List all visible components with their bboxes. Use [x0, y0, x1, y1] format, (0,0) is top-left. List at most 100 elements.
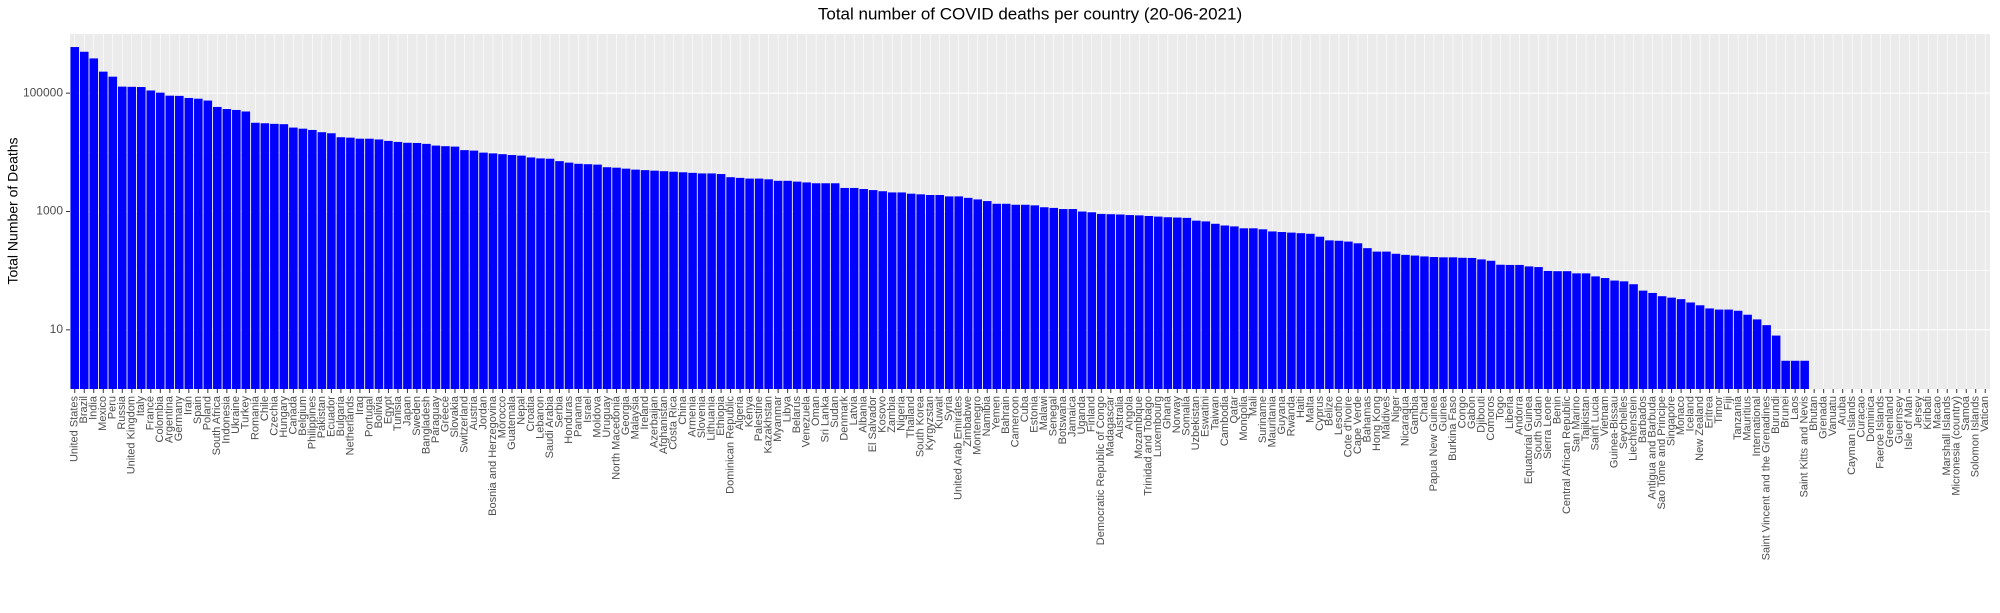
bar: [1676, 299, 1686, 389]
bar: [232, 109, 241, 390]
x-tick-label: Ghana: [1162, 395, 1174, 429]
x-tick-label: Djibouti: [1475, 396, 1487, 433]
x-tick-label: Hungary: [278, 396, 290, 438]
x-tick-label: Sierra Leone: [1542, 396, 1554, 459]
bar: [1562, 271, 1572, 389]
bar: [982, 201, 992, 389]
bar: [1030, 205, 1040, 389]
x-tick-label: Yemen: [991, 396, 1003, 430]
x-tick-label: Chad: [1418, 396, 1430, 422]
x-tick-label: Cameroon: [1010, 396, 1022, 447]
bar: [89, 58, 99, 389]
x-tick-label: Azerbaijan: [648, 396, 660, 448]
bar: [631, 169, 640, 389]
x-tick-label: Rwanda: [1285, 395, 1297, 436]
bar: [289, 127, 298, 390]
x-tick-label: Central African Republic: [1561, 396, 1573, 515]
x-tick-label: Niger: [1390, 396, 1402, 423]
x-tick-label: Haiti: [1295, 396, 1307, 418]
x-tick-label: Belize: [1323, 396, 1335, 426]
bar: [897, 192, 906, 389]
x-tick-label: Vietnam: [1599, 396, 1611, 436]
x-tick-label: Kiribati: [1922, 396, 1934, 430]
bar: [137, 87, 146, 389]
x-tick-label: Morocco: [496, 396, 508, 438]
x-tick-label: Lithuania: [705, 395, 717, 441]
bar: [441, 146, 450, 389]
bar: [469, 150, 479, 389]
bar: [1505, 264, 1515, 389]
x-tick-label: Botswana: [1057, 395, 1069, 444]
bar: [1610, 280, 1619, 389]
bar: [1306, 233, 1315, 389]
bar: [203, 100, 213, 390]
x-tick-label: Austria: [468, 395, 480, 430]
x-tick-label: Cyprus: [1314, 396, 1326, 431]
x-tick-label: Iraq: [354, 396, 366, 415]
bar: [954, 196, 963, 389]
x-tick-label: North Macedonia: [610, 395, 622, 480]
x-tick-label: Cote d'Ivoire: [1342, 396, 1354, 457]
x-tick-label: Venezuela: [801, 395, 813, 447]
x-tick-label: Dominican Republic: [725, 396, 737, 494]
bar: [1515, 264, 1524, 389]
bar: [583, 164, 593, 389]
x-tick-label: Belgium: [297, 396, 309, 436]
x-tick-label: Bangladesh: [420, 396, 432, 454]
bar: [726, 177, 735, 389]
x-tick-label: South Korea: [915, 395, 927, 457]
x-tick-label: Zimbabwe: [962, 396, 974, 447]
x-tick-label: Mali: [1247, 396, 1259, 416]
x-tick-label: Qatar: [1228, 396, 1240, 424]
bar: [70, 47, 80, 390]
x-tick-label: Vatican: [1979, 396, 1991, 432]
x-tick-label: Croatia: [525, 395, 537, 431]
x-tick-label: Belarus: [791, 396, 803, 434]
x-tick-label: Honduras: [563, 396, 575, 444]
bar: [830, 183, 840, 389]
x-tick-label: Aruba: [1837, 395, 1849, 425]
x-tick-label: Somalia: [1181, 395, 1193, 436]
x-tick-label: Guinea: [1437, 395, 1449, 431]
x-tick-label: Syria: [943, 395, 955, 421]
bar: [1553, 271, 1562, 389]
x-tick-label: International: [1751, 396, 1763, 457]
bar: [1334, 240, 1344, 389]
bar: [1467, 257, 1477, 389]
x-tick-label: Angola: [1124, 395, 1136, 430]
x-tick-label: San Marino: [1570, 396, 1582, 452]
x-tick-label: Zambia: [886, 395, 898, 433]
x-tick-label: Nicaragua: [1399, 395, 1411, 446]
x-tick-label: Serbia: [553, 395, 565, 428]
x-tick-label: Jamaica: [1067, 395, 1079, 437]
x-tick-label: Lebanon: [534, 396, 546, 439]
bar: [507, 155, 517, 389]
x-tick-label: Guernsey: [1894, 396, 1906, 444]
x-tick-label: Lesotho: [1333, 396, 1345, 435]
x-tick-label: Romania: [249, 395, 261, 440]
bar: [992, 203, 1002, 389]
x-tick-label: New Zealand: [1694, 396, 1706, 461]
x-tick-label: Curacao: [1856, 396, 1868, 438]
bar: [1429, 257, 1439, 389]
bar: [1705, 308, 1714, 389]
x-tick-label: India: [88, 395, 100, 420]
bar: [1144, 215, 1154, 389]
x-tick-label: Benin: [1551, 396, 1563, 424]
x-tick-label: Germany: [173, 396, 185, 442]
x-tick-label: Mauritania: [1266, 395, 1278, 447]
bar: [840, 187, 849, 389]
bar: [1097, 213, 1106, 389]
x-tick-label: Mauritius: [1742, 396, 1754, 441]
bar: [431, 145, 441, 389]
y-axis-label: Total Number of Deaths: [5, 137, 21, 284]
x-tick-label: Slovenia: [696, 395, 708, 438]
bar: [1058, 209, 1068, 389]
x-tick-label: Albania: [858, 395, 870, 433]
bar: [878, 191, 887, 389]
x-tick-label: Democratic Republic of Congo: [1095, 396, 1107, 545]
x-tick-label: Argentina: [164, 395, 176, 443]
chart-title: Total number of COVID deaths per country…: [818, 4, 1242, 23]
x-tick-label: Kyrgyzstan: [924, 396, 936, 450]
bar: [1401, 254, 1410, 389]
